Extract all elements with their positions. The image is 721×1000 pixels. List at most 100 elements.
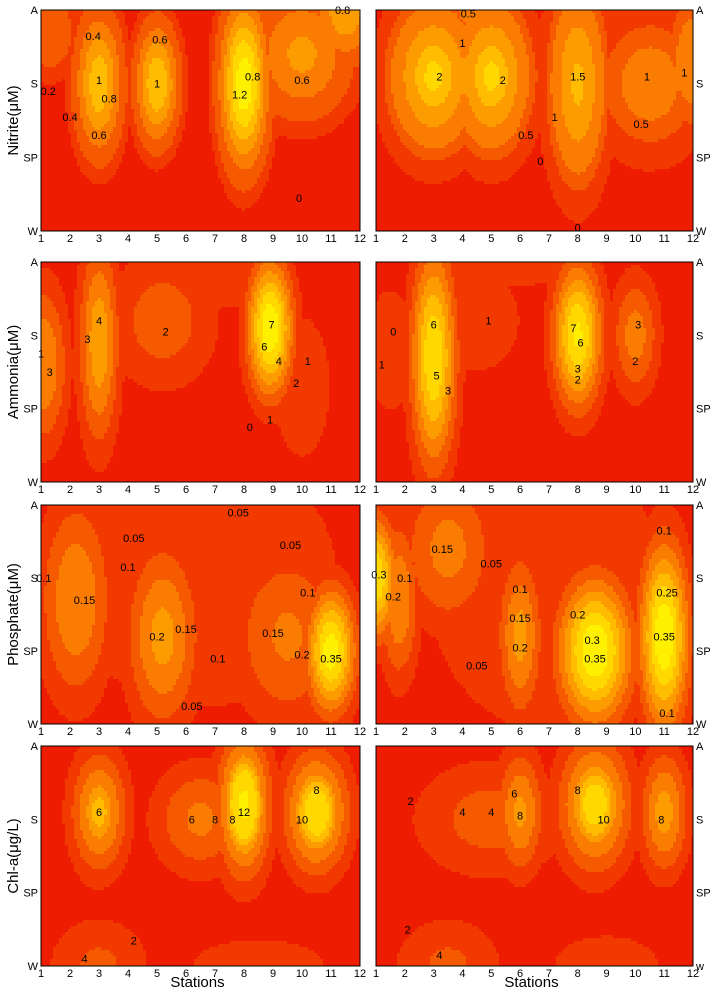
contour-label: 8 xyxy=(313,785,319,797)
x-tick-label: 3 xyxy=(96,233,102,245)
chla-left-field xyxy=(41,746,363,969)
x-tick-label: 1 xyxy=(38,726,44,738)
x-tick-label: 6 xyxy=(517,726,523,738)
contour-label: 0.5 xyxy=(518,130,533,142)
x-tick-label: 9 xyxy=(603,968,609,980)
contour-label: 0.05 xyxy=(481,558,502,570)
x-tick-label: 12 xyxy=(354,726,366,738)
contour-label: 0.8 xyxy=(335,5,350,17)
y-tick-label: SP xyxy=(696,646,711,658)
contour-label: 0.35 xyxy=(320,653,341,665)
x-tick-label: 11 xyxy=(658,484,669,496)
x-tick-label: 11 xyxy=(658,726,669,738)
x-tick-label: 1 xyxy=(373,233,379,245)
contour-label: 0.1 xyxy=(397,573,412,585)
phosphate-left-panel: 0.050.050.050.10.10.150.150.2 0.150.2 0.35… xyxy=(5,500,366,738)
x-tick-label: 2 xyxy=(67,726,73,738)
x-tick-label: 2 xyxy=(402,233,408,245)
contour-label: 3 xyxy=(47,367,53,379)
contour-label: 10 xyxy=(296,814,308,826)
contour-label: 1.2 xyxy=(232,90,247,102)
contour-label: 4 xyxy=(459,807,465,819)
x-tick-label: 9 xyxy=(270,484,276,496)
x-tick-label: 8 xyxy=(241,233,247,245)
x-tick-label: 3 xyxy=(96,968,102,980)
contour-label: 0.1 xyxy=(512,584,527,596)
contour-label: 0.6 xyxy=(152,34,167,46)
contour-label: 2 xyxy=(500,75,506,87)
contour-label: 1 xyxy=(552,112,558,124)
x-tick-label: 6 xyxy=(517,484,523,496)
contour-label: 0.05 xyxy=(466,661,487,673)
x-tick-label: 8 xyxy=(575,233,581,245)
contour-label: 4 xyxy=(96,316,102,328)
x-tick-label: 4 xyxy=(125,968,131,980)
y-tick-label: S xyxy=(31,573,38,585)
contour-label: 0.15 xyxy=(74,595,95,607)
contour-label: 3 xyxy=(84,334,90,346)
x-tick-label: 5 xyxy=(154,726,160,738)
x-tick-label: 10 xyxy=(629,484,641,496)
contour-label: 3 xyxy=(445,385,451,397)
nitrite-left-panel: 0.4 0.60.80.80.20.410.80.611.20.601 2 3 4 5 6 7… xyxy=(5,5,366,245)
contour-label: 0.1 xyxy=(300,588,315,600)
x-tick-label: 12 xyxy=(354,968,366,980)
x-tick-label: 4 xyxy=(459,968,465,980)
contour-label: 8 xyxy=(517,811,523,823)
contour-label: 0 xyxy=(390,327,396,339)
x-tick-label: 1 xyxy=(373,968,379,980)
y-axis-label: Ammonia(μM) xyxy=(5,325,22,419)
contour-label: 12 xyxy=(238,807,250,819)
x-tick-label: 12 xyxy=(354,484,366,496)
x-tick-label: 11 xyxy=(325,726,336,738)
x-tick-label: 11 xyxy=(658,968,669,980)
y-tick-label: W xyxy=(28,719,39,731)
y-tick-label: A xyxy=(31,257,39,269)
contour-label: 1 xyxy=(38,349,44,361)
x-tick-label: 3 xyxy=(431,484,437,496)
x-tick-label: 10 xyxy=(296,484,308,496)
x-tick-label: 5 xyxy=(488,484,494,496)
contour-label: 1 xyxy=(96,75,102,87)
contour-label: 0.2 xyxy=(149,631,164,643)
x-tick-label: 1 xyxy=(373,726,379,738)
contour-label: 6 xyxy=(261,341,267,353)
contour-label: 0.3 xyxy=(584,635,599,647)
x-tick-label: 10 xyxy=(629,968,641,980)
contour-label: 0.6 xyxy=(294,75,309,87)
y-tick-label: W xyxy=(28,961,39,973)
x-tick-label: 10 xyxy=(296,968,308,980)
x-tick-label: 10 xyxy=(296,726,308,738)
y-axis-label: Chl-a(μg/L) xyxy=(5,818,22,893)
contour-label: 4 xyxy=(81,954,87,966)
contour-label: 0.4 xyxy=(86,31,101,43)
contour-label: 1 xyxy=(644,71,650,83)
x-axis-label: Stations xyxy=(504,974,558,991)
y-tick-label: SP xyxy=(696,888,711,900)
contour-label: 0.15 xyxy=(432,544,453,556)
contour-label: 0.2 xyxy=(41,86,56,98)
contour-label: 0.3 xyxy=(371,569,386,581)
contour-label: 1 xyxy=(267,415,273,427)
x-tick-label: 7 xyxy=(212,484,218,496)
y-tick-label: S xyxy=(696,330,703,342)
x-tick-label: 7 xyxy=(546,726,552,738)
contour-label: 0.1 xyxy=(659,708,674,720)
contour-label: 0.2 xyxy=(570,610,585,622)
contour-label: 0.1 xyxy=(657,526,672,538)
contour-label: 0.05 xyxy=(181,701,202,713)
contour-label: 0.4 xyxy=(62,112,77,124)
y-tick-label: SP xyxy=(23,404,38,416)
contour-label: 1 xyxy=(305,356,311,368)
contour-label: 8 xyxy=(658,814,664,826)
contour-label: 2 xyxy=(575,374,581,386)
y-tick-label: S xyxy=(696,573,703,585)
contour-label: 8 xyxy=(229,814,235,826)
contour-label: 0 xyxy=(247,422,253,434)
y-tick-label: w xyxy=(695,961,704,973)
contour-label: 5 xyxy=(433,371,439,383)
contour-label: 6 xyxy=(431,319,437,331)
x-tick-label: 2 xyxy=(402,484,408,496)
